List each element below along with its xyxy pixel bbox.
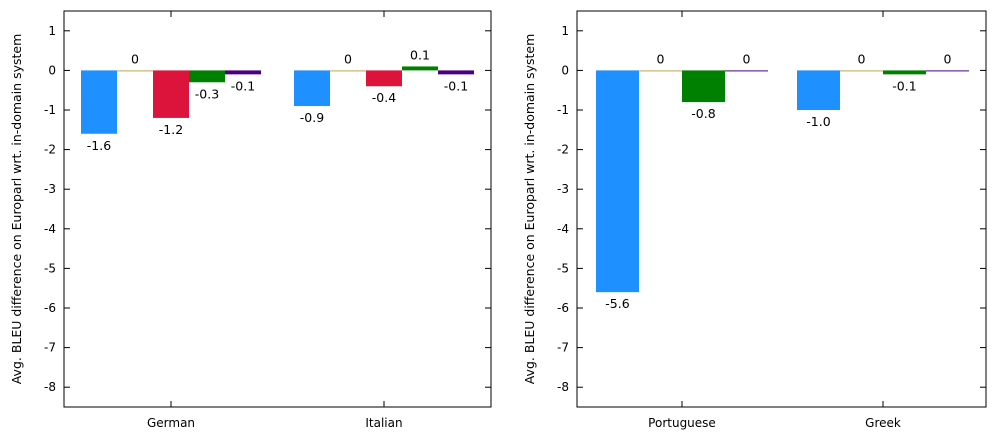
x-category-label: Greek <box>865 416 901 430</box>
data-label: 0 <box>944 51 952 66</box>
bar <box>402 66 438 71</box>
y-tick-label: -2 <box>557 143 569 157</box>
bar <box>294 70 330 107</box>
y-tick-label: -2 <box>44 143 56 157</box>
y-tick-label: -8 <box>44 380 56 394</box>
y-tick-label: -1 <box>557 103 569 117</box>
data-label: 0 <box>743 51 751 66</box>
y-tick-label: -7 <box>557 341 569 355</box>
data-label: -1.2 <box>159 122 183 137</box>
bar <box>596 70 639 293</box>
data-label: 0 <box>344 51 352 66</box>
data-label: -0.9 <box>300 110 324 125</box>
y-tick-label: 1 <box>561 24 569 38</box>
plot-frame <box>576 10 987 408</box>
data-label: -0.1 <box>231 78 255 93</box>
y-tick-label: -8 <box>557 380 569 394</box>
y-tick-label: -3 <box>557 182 569 196</box>
y-tick-label: -4 <box>44 222 56 236</box>
y-tick-label: 0 <box>48 63 56 77</box>
bar <box>639 70 682 72</box>
y-tick-label: -4 <box>557 222 569 236</box>
y-tick-label: 1 <box>48 24 56 38</box>
bar <box>926 70 969 72</box>
data-label: 0 <box>657 51 665 66</box>
data-label: -0.1 <box>892 78 916 93</box>
y-axis-label: Avg. BLEU difference on Europarl wrt. in… <box>9 34 24 385</box>
bar <box>189 70 225 83</box>
bar <box>81 70 117 134</box>
data-label: 0 <box>131 51 139 66</box>
y-tick-label: -5 <box>557 261 569 275</box>
bar <box>840 70 883 72</box>
chart-panel-2: 1 0 -1 -2 -3 -4 -5 -6 -7 -8 Avg. BLEU difference o… <box>522 10 987 430</box>
data-label: -1.0 <box>806 114 830 129</box>
bar <box>225 70 261 75</box>
x-category-label: Portuguese <box>648 416 716 430</box>
bar <box>682 70 725 103</box>
data-label: 0 <box>858 51 866 66</box>
bar <box>330 70 366 72</box>
y-tick-label: -6 <box>557 301 569 315</box>
plot-frame <box>63 10 492 408</box>
data-label: -0.3 <box>195 86 219 101</box>
y-tick-label: 0 <box>561 63 569 77</box>
y-tick-label: -3 <box>44 182 56 196</box>
y-tick-label: -1 <box>44 103 56 117</box>
bar <box>153 70 189 118</box>
bar <box>725 70 768 72</box>
x-category-label: Italian <box>365 416 402 430</box>
bar <box>117 70 153 72</box>
data-label: -5.6 <box>605 296 629 311</box>
bar <box>883 70 926 75</box>
bar <box>438 70 474 75</box>
y-axis-label: Avg. BLEU difference on Europarl wrt. in… <box>522 34 537 385</box>
y-tick-label: -6 <box>44 301 56 315</box>
chart-panel-1: 1 0 -1 -2 -3 -4 -5 -6 -7 -8 Avg. BLEU difference o… <box>9 10 492 430</box>
data-label: -0.1 <box>444 78 468 93</box>
data-label: -0.8 <box>691 106 715 121</box>
y-tick-label: -5 <box>44 261 56 275</box>
data-label: 0.1 <box>410 47 430 62</box>
y-tick-label: -7 <box>44 341 56 355</box>
bar <box>366 70 402 87</box>
data-label: -0.4 <box>372 90 396 105</box>
data-label: -1.6 <box>87 138 111 153</box>
x-category-label: German <box>147 416 195 430</box>
bar <box>797 70 840 110</box>
